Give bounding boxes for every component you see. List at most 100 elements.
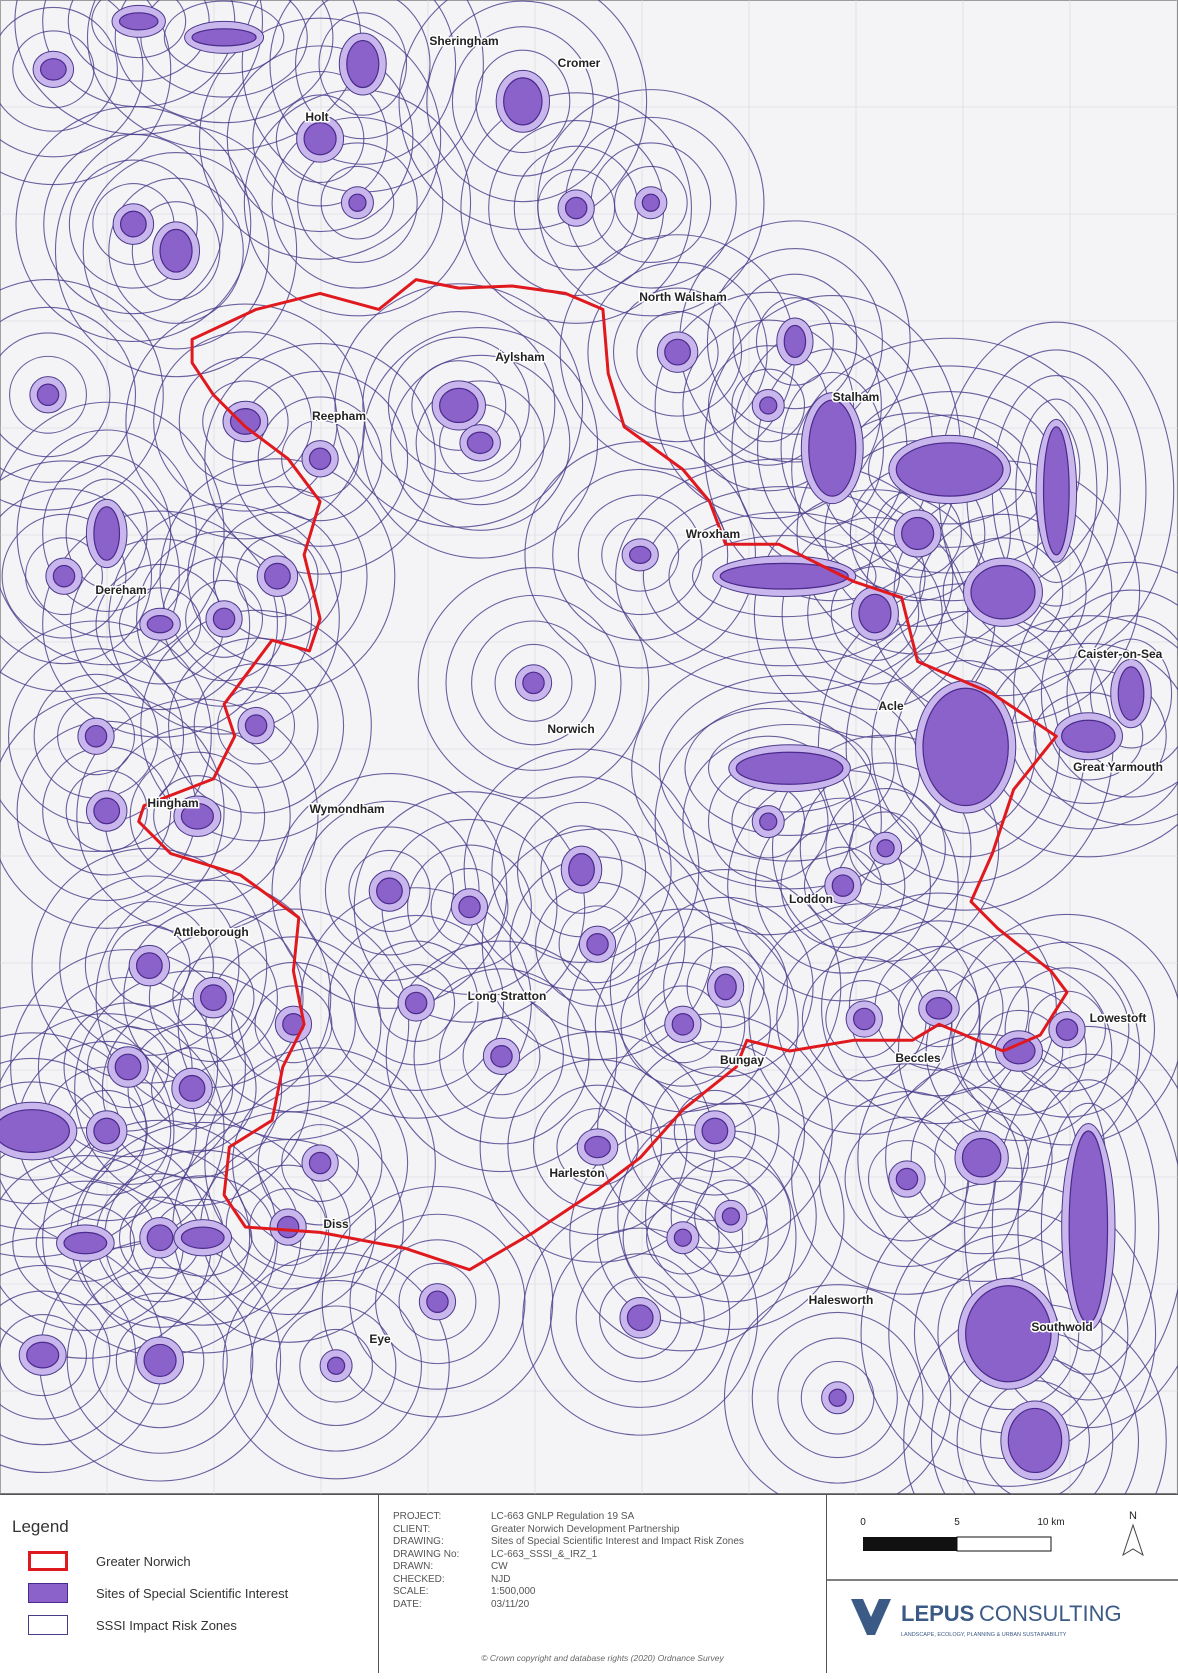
info-value: Sites of Special Scientific Interest and…: [491, 1536, 744, 1547]
risk-zone: [252, 70, 388, 207]
map: Sheringham Cromer Holt North Walsham Ayl…: [0, 0, 1178, 1494]
scale-label: 0: [860, 1517, 866, 1528]
risk-zone: [755, 297, 834, 386]
risk-zone: [12, 30, 95, 109]
sssi-sites: [0, 4, 1152, 1481]
risk-zone: [389, 354, 571, 531]
risk-zone: [0, 1314, 87, 1397]
risk-zone: [1017, 1079, 1160, 1375]
risk-zone: [796, 412, 1039, 655]
risk-zone: [0, 332, 111, 458]
place-label: Acle: [878, 699, 904, 713]
risk-zone: [910, 1086, 1053, 1229]
risk-zone: [682, 735, 855, 908]
risk-zone: [830, 566, 920, 662]
risk-zone: [76, 698, 319, 935]
risk-zone: [271, 116, 444, 289]
sssi-site: [119, 210, 147, 238]
north-label: N: [1129, 1510, 1137, 1522]
place-label: Beccles: [895, 1051, 941, 1065]
info-row: DATE: 03/11/20: [393, 1599, 529, 1610]
place-label: Bungay: [720, 1053, 764, 1067]
sssi-site: [628, 545, 652, 564]
sssi-site: [212, 607, 236, 631]
risk-zone: [108, 177, 244, 324]
sssi-site: [308, 1151, 332, 1175]
risk-zone: [620, 961, 746, 1087]
risk-zone: [257, 396, 383, 522]
info-row: DRAWING: Sites of Special Scientific Inte…: [393, 1536, 744, 1547]
sssi-site: [922, 687, 1009, 807]
sssi-site: [564, 196, 588, 220]
risk-zone: [91, 0, 187, 59]
sssi-site: [180, 1226, 225, 1249]
risk-zone: [66, 1267, 254, 1454]
risk-zone: [101, 998, 283, 1179]
sssi-site: [114, 1053, 142, 1081]
risk-zone: [42, 510, 278, 738]
risk-zone: [163, 0, 285, 75]
info-key: DRAWN:: [393, 1561, 434, 1572]
sssi-site: [783, 324, 807, 359]
risk-zone: [328, 914, 505, 1092]
sssi-site: [159, 228, 193, 273]
risk-zone: [897, 933, 1141, 1169]
risk-zone: [781, 516, 969, 711]
info-value: LC-663_SSSI_&_IRZ_1: [491, 1548, 598, 1560]
legend-item: Greater Norwich: [28, 1551, 191, 1571]
risk-zone: [609, 869, 842, 1105]
risk-zone: [185, 579, 264, 658]
sssi-site: [52, 564, 76, 588]
risk-zone: [780, 823, 906, 949]
sssi-site: [1002, 1037, 1036, 1065]
place-label: Long Stratton: [468, 989, 547, 1003]
legend-label: Greater Norwich: [96, 1553, 191, 1569]
risk-zone: [140, 609, 372, 842]
place-labels: Sheringham Cromer Holt North Walsham Ayl…: [94, 33, 1165, 1348]
place-label: Caister-on-Sea: [1078, 647, 1163, 661]
sssi-site: [895, 1167, 919, 1191]
risk-zone: [0, 620, 212, 852]
risk-zone: [148, 933, 278, 1063]
risk-zone: [0, 1004, 175, 1258]
risk-zone: [636, 311, 719, 394]
risk-zone: [654, 291, 882, 520]
risk-zone: [867, 414, 1032, 525]
sssi-site: [426, 1290, 449, 1314]
info-key: DRAWING:: [393, 1536, 444, 1547]
place-label: Reepham: [312, 409, 366, 423]
risk-zone: [650, 1066, 780, 1196]
risk-zone: [257, 1100, 383, 1226]
sssi-site: [36, 383, 60, 407]
place-label: Harleston: [549, 1166, 604, 1180]
risk-zone: [25, 537, 103, 616]
north-arrow: [1122, 1523, 1144, 1557]
place-label: Holt: [305, 110, 328, 124]
info-key: SCALE:: [393, 1586, 429, 1597]
risk-zone: [281, 1124, 360, 1202]
risk-zone: [0, 693, 225, 929]
risk-zone: [803, 846, 882, 925]
sssi-site: [970, 564, 1036, 620]
sssi-site: [490, 1045, 513, 1068]
risk-zone: [848, 811, 923, 886]
risk-zone: [556, 1108, 639, 1186]
risk-zone: [269, 0, 457, 165]
sssi-site: [876, 839, 895, 858]
risk-zone: [771, 734, 1000, 962]
risk-zone: [297, 142, 418, 264]
sssi-site: [1007, 1407, 1063, 1474]
risk-zone: [82, 152, 270, 350]
place-label: Eye: [369, 1332, 391, 1346]
risk-zone: [86, 1025, 170, 1109]
info-key: CLIENT:: [393, 1523, 431, 1535]
sssi-site: [146, 1224, 174, 1252]
risk-zone: [1004, 967, 1130, 1093]
risk-zone: [800, 1360, 875, 1435]
info-row: CLIENT: Greater Norwich Development Partn…: [393, 1524, 679, 1535]
risk-zone: [398, 1262, 477, 1341]
risk-zone: [791, 1063, 1023, 1295]
risk-zone: [275, 94, 365, 184]
sssi-site: [925, 997, 953, 1020]
risk-zone: [67, 0, 210, 82]
